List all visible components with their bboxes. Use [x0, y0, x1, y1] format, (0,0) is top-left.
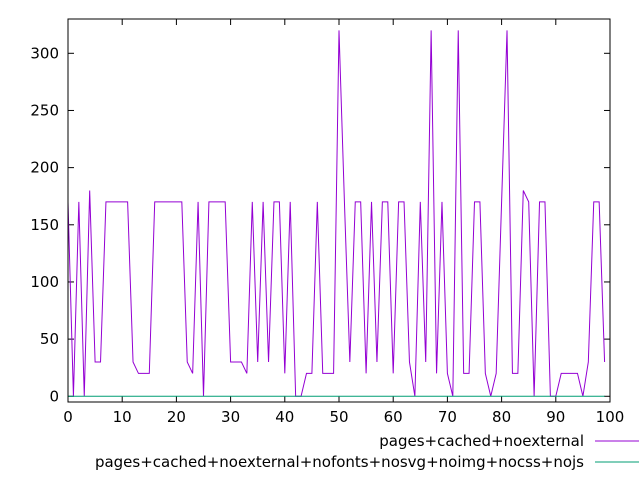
legend-label-2: pages+cached+noexternal+nofonts+nosvg+no… — [95, 453, 584, 471]
x-tick-label: 10 — [113, 408, 132, 426]
x-tick-label: 0 — [63, 408, 73, 426]
y-tick-label: 50 — [40, 330, 59, 348]
legend-label-1: pages+cached+noexternal — [379, 432, 584, 450]
y-tick-label: 200 — [30, 159, 59, 177]
series-line-1 — [67, 30, 606, 397]
plot-frame — [67, 18, 611, 403]
x-tick-label: 30 — [221, 408, 240, 426]
x-tick-label: 90 — [546, 408, 565, 426]
y-tick-label: 300 — [30, 44, 59, 62]
x-tick-label: 60 — [384, 408, 403, 426]
x-tick-label: 20 — [167, 408, 186, 426]
x-tick-label: 80 — [492, 408, 511, 426]
x-tick-label: 40 — [275, 408, 294, 426]
x-tick-label: 100 — [596, 408, 625, 426]
series-lines — [67, 30, 606, 397]
y-axis-ticks: 0 50 100 150 200 250 300 — [30, 44, 610, 405]
y-tick-label: 150 — [30, 216, 59, 234]
x-tick-label: 70 — [438, 408, 457, 426]
y-tick-label: 250 — [30, 101, 59, 119]
y-tick-label: 100 — [30, 273, 59, 291]
x-tick-label: 50 — [329, 408, 348, 426]
legend: pages+cached+noexternal pages+cached+noex… — [95, 432, 639, 471]
y-tick-label: 0 — [49, 387, 59, 405]
x-axis-ticks: 0 10 20 30 40 50 60 70 80 90 100 — [63, 19, 624, 426]
